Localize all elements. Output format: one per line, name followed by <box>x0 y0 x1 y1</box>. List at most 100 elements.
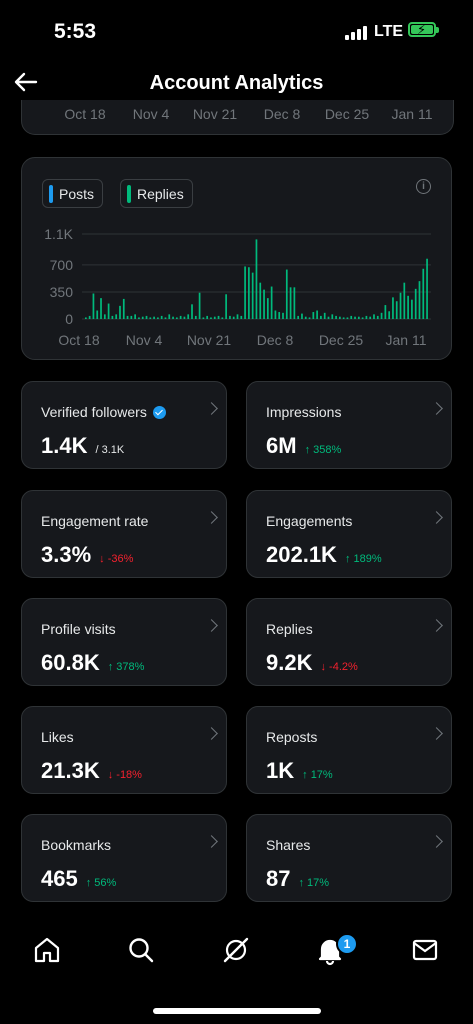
top-axis-label: Jan 11 <box>391 106 433 122</box>
metric-card-bookmarks[interactable]: Bookmarks 465 ↑ 56% <box>21 814 227 902</box>
top-axis-label: Nov 4 <box>132 106 170 122</box>
chart-bar <box>270 286 273 319</box>
metric-value: 21.3K ↓ -18% <box>41 758 142 783</box>
chart-bar <box>373 314 375 319</box>
grok-icon[interactable] <box>220 934 252 966</box>
chart-bar <box>384 305 387 319</box>
chart-bar <box>304 316 307 319</box>
metric-card-profile-visits[interactable]: Profile visits 60.8K ↑ 378% <box>21 598 227 686</box>
arrow-down-icon: ↓ <box>320 661 330 673</box>
chart-bar <box>122 298 125 319</box>
metric-card-likes[interactable]: Likes 21.3K ↓ -18% <box>21 706 227 794</box>
chart-bar <box>85 317 87 319</box>
chart-bar <box>266 298 269 319</box>
chart-bar <box>342 317 345 319</box>
metric-card-shares[interactable]: Shares 87 ↑ 17% <box>246 814 452 902</box>
chart-bar <box>126 315 129 319</box>
chart-bar <box>160 315 163 319</box>
arrow-up-icon: ↑ <box>298 877 308 889</box>
chart-bar <box>240 315 243 319</box>
y-tick-label: 700 <box>50 257 74 273</box>
signal-icon <box>345 26 367 40</box>
chart-bar <box>251 272 254 319</box>
top-axis-label: Dec 8 <box>263 106 301 122</box>
messages-icon[interactable] <box>409 934 441 966</box>
chart-bar <box>149 317 152 319</box>
chart-bar <box>206 315 209 319</box>
chart-bar <box>323 312 326 319</box>
chart-bar <box>232 316 235 319</box>
chart-bar <box>426 258 428 319</box>
chevron-right-icon <box>205 402 218 415</box>
chart-bar <box>244 266 246 319</box>
chart-bar <box>289 287 292 319</box>
arrow-up-icon: ↑ <box>304 444 314 456</box>
chart-bar <box>365 315 368 319</box>
chart-bar <box>202 317 205 319</box>
chart-bar <box>376 315 379 319</box>
metric-change: ↑ 56% <box>85 877 117 889</box>
metric-change: ↑ 378% <box>107 661 145 673</box>
arrow-down-icon: ↓ <box>107 769 117 781</box>
metric-value: 60.8K ↑ 378% <box>41 650 145 675</box>
info-icon[interactable]: i <box>416 179 431 194</box>
x-tick-label: Jan 11 <box>386 332 427 348</box>
metric-value: 465 ↑ 56% <box>41 866 117 891</box>
arrow-up-icon: ↑ <box>344 553 354 565</box>
chart-bar <box>183 316 186 319</box>
metric-card-replies[interactable]: Replies 9.2K ↓ -4.2% <box>246 598 452 686</box>
metric-card-engagements[interactable]: Engagements 202.1K ↑ 189% <box>246 490 452 578</box>
chart-bar <box>172 316 174 319</box>
chart-bar <box>293 287 296 319</box>
chart-bar <box>153 316 155 319</box>
metric-label: Verified followers <box>41 404 166 420</box>
chart-bar <box>411 299 413 319</box>
arrow-down-icon: ↓ <box>99 553 108 565</box>
metric-card-verified-followers[interactable]: Verified followers 1.4K/ 3.1K <box>21 381 227 469</box>
chart-bar <box>395 301 398 319</box>
chart-bar <box>297 315 300 319</box>
legend-replies[interactable]: Replies <box>120 179 193 208</box>
chart-bar <box>103 314 106 319</box>
metric-value: 1K ↑ 17% <box>266 758 333 783</box>
chart-bar <box>115 314 118 319</box>
chart-bar <box>191 304 193 319</box>
chart-bar <box>331 314 334 319</box>
legend-posts-label: Posts <box>59 185 95 202</box>
metric-card-engagement-rate[interactable]: Engagement rate 3.3% ↓ -36% <box>21 490 227 578</box>
verified-badge-icon <box>152 405 166 419</box>
back-arrow-icon[interactable] <box>12 68 40 96</box>
chart-bar <box>407 295 409 319</box>
chevron-right-icon <box>205 511 218 524</box>
metric-value: 6M ↑ 358% <box>266 433 342 458</box>
chart-bar <box>335 315 337 319</box>
activity-chart: 1.1K 700 350 0 Oct 18 Nov 4 Nov 21 Dec 8 Dec 25 J… <box>44 226 431 348</box>
home-icon[interactable] <box>31 934 63 966</box>
arrow-up-icon: ↑ <box>302 769 311 781</box>
chevron-right-icon <box>205 835 218 848</box>
chart-bar <box>229 315 231 319</box>
metric-change: ↓ -36% <box>99 553 134 565</box>
metric-card-impressions[interactable]: Impressions 6M ↑ 358% <box>246 381 452 469</box>
chart-bar <box>236 314 239 319</box>
metric-card-reposts[interactable]: Reposts 1K ↑ 17% <box>246 706 452 794</box>
notifications-icon[interactable] <box>314 934 346 966</box>
chart-bar <box>119 305 121 319</box>
chart-bar <box>130 315 133 319</box>
chart-bar <box>301 313 303 319</box>
metric-label: Impressions <box>266 404 342 420</box>
chart-bar <box>327 316 330 319</box>
y-tick-label: 350 <box>50 284 74 300</box>
metric-label: Engagements <box>266 513 353 529</box>
metric-change: ↓ -4.2% <box>320 661 358 673</box>
search-icon[interactable] <box>125 934 157 966</box>
metric-label: Bookmarks <box>41 837 112 853</box>
chevron-right-icon <box>430 402 443 415</box>
chart-bar <box>388 311 391 319</box>
legend-posts[interactable]: Posts <box>42 179 104 208</box>
chart-bar <box>217 315 220 319</box>
network-label: LTE <box>374 23 404 40</box>
chart-bar <box>134 314 136 319</box>
chart-bar <box>141 316 144 319</box>
chart-bar <box>194 315 197 319</box>
